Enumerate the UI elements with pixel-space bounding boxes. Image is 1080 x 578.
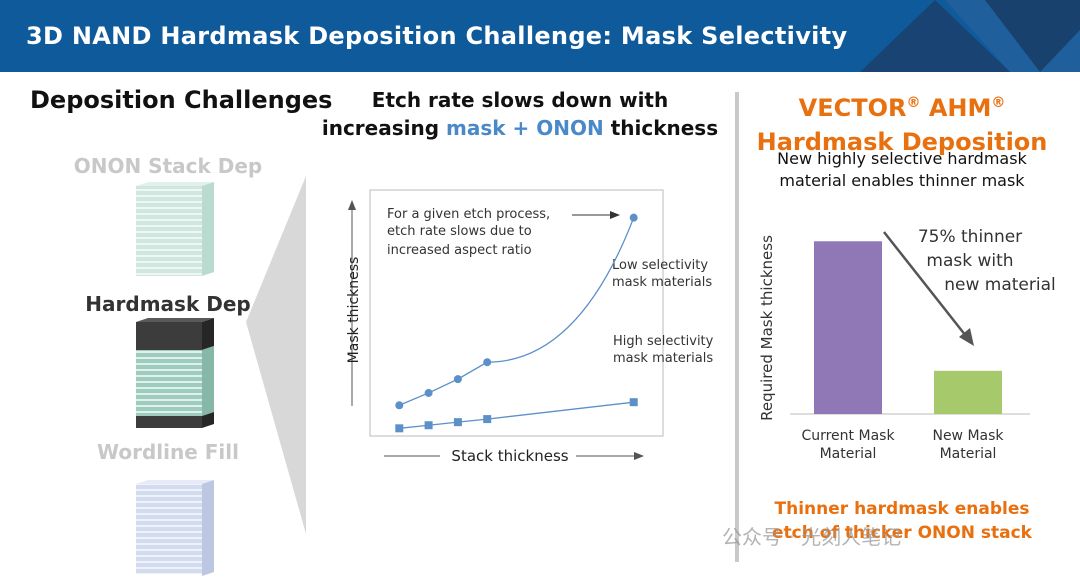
stack-illustrations: [136, 176, 306, 576]
zoom-wedge: [246, 176, 306, 534]
brand-line-2: Hardmask Deposition: [756, 128, 1048, 156]
brand-reg-mark-1: ®: [906, 95, 921, 111]
hardmask-subtitle: New highly selective hardmask material e…: [777, 149, 1027, 190]
y-axis-arrow-icon: [348, 200, 356, 210]
stage-hardmask-dep: Hardmask Dep: [85, 292, 251, 316]
annotation-line-1: For a given etch process,: [387, 207, 550, 222]
bar-category-1-line2: Material: [820, 446, 877, 462]
bar-category-2-line1: New Mask: [932, 428, 1004, 444]
plot-area: [369, 189, 664, 437]
page-title: 3D NAND Hardmask Deposition Challenge: M…: [26, 22, 848, 50]
line-series-group: [395, 213, 638, 433]
y-axis-label: Mask thickness: [346, 257, 362, 364]
brand-line-1: VECTOR® AHM®: [752, 86, 1052, 125]
etch-rate-title-line2: increasing mask + ONON thickness: [320, 114, 720, 142]
series-1-point-2: [424, 388, 433, 397]
bar-group: [814, 241, 1002, 414]
x-axis-arrow-icon: [634, 452, 644, 460]
series-high-label-line2: mask materials: [613, 351, 713, 366]
bar-category-1-line1: Current Mask: [801, 428, 895, 444]
series-2-point-2: [424, 421, 433, 430]
annotation-line-2: etch rate slows due to: [387, 224, 532, 239]
annotation-arrow-icon: [610, 211, 620, 219]
series-1-point-4: [483, 358, 492, 367]
watermark-text: 公众号 · 光刻人笔记: [722, 525, 902, 549]
series-low-label-line2: mask materials: [612, 275, 712, 290]
header-bar: 3D NAND Hardmask Deposition Challenge: M…: [0, 0, 1080, 72]
x-axis-label: Stack thickness: [451, 447, 568, 465]
bar-annotation-line-1: 75% thinner: [918, 227, 1022, 247]
required-mask-thickness-chart: Required Mask thickness Current Mask Mat…: [758, 227, 1056, 462]
series-2-point-4: [483, 415, 492, 424]
title-post-text: thickness: [603, 116, 719, 140]
annotation-line-3: increased aspect ratio: [387, 243, 532, 258]
series-low-label-line1: Low selectivity: [612, 258, 708, 273]
etch-rate-title: Etch rate slows down with increasing mas…: [320, 86, 720, 142]
mask-vs-stack-chart: Mask thickness Stack thickness For a giv…: [346, 189, 714, 465]
vector-ahm-title: VECTOR® AHM® Hardmask Deposition: [752, 86, 1052, 159]
deposition-challenges-title: Deposition Challenges: [30, 86, 333, 114]
series-1-point-3: [453, 375, 462, 384]
bar-annotation-arrow-icon: [959, 328, 974, 346]
brand-ahm: AHM: [920, 94, 992, 122]
onon-stack-block: [136, 182, 214, 276]
series-1-point-5: [629, 213, 638, 222]
bar-annotation-arrow-line: [883, 231, 967, 337]
header-decoration: [860, 0, 1080, 72]
series-2-point-5: [629, 398, 638, 407]
title-pre-text: increasing: [321, 116, 447, 140]
bar-annotation-line-3: new material: [944, 275, 1056, 295]
stage-onon-stack-dep: ONON Stack Dep: [73, 154, 263, 178]
etch-rate-title-line1: Etch rate slows down with: [371, 88, 669, 112]
brand-name: VECTOR: [798, 94, 907, 122]
wordline-stack-block: [136, 480, 214, 576]
column-divider: [735, 92, 739, 562]
bar-2: [934, 370, 1002, 414]
hardmask-stack-block: [136, 318, 214, 428]
stage-wordline-fill: Wordline Fill: [97, 440, 239, 464]
thinner-hardmask-note: Thinner hardmask enables etch of thicker…: [772, 499, 1032, 543]
bar-1: [814, 241, 882, 414]
series-2-point-3: [453, 418, 462, 427]
brand-reg-mark-2: ®: [991, 95, 1006, 111]
series-2-point-1: [395, 424, 404, 433]
bar-category-2-line2: Material: [940, 446, 997, 462]
series-1-point-1: [395, 401, 404, 410]
bar-y-axis-label: Required Mask thickness: [758, 235, 776, 421]
title-highlight-text: mask + ONON: [446, 116, 604, 140]
bar-annotation-line-2: mask with: [926, 251, 1013, 271]
series-high-label-line1: High selectivity: [613, 334, 714, 349]
